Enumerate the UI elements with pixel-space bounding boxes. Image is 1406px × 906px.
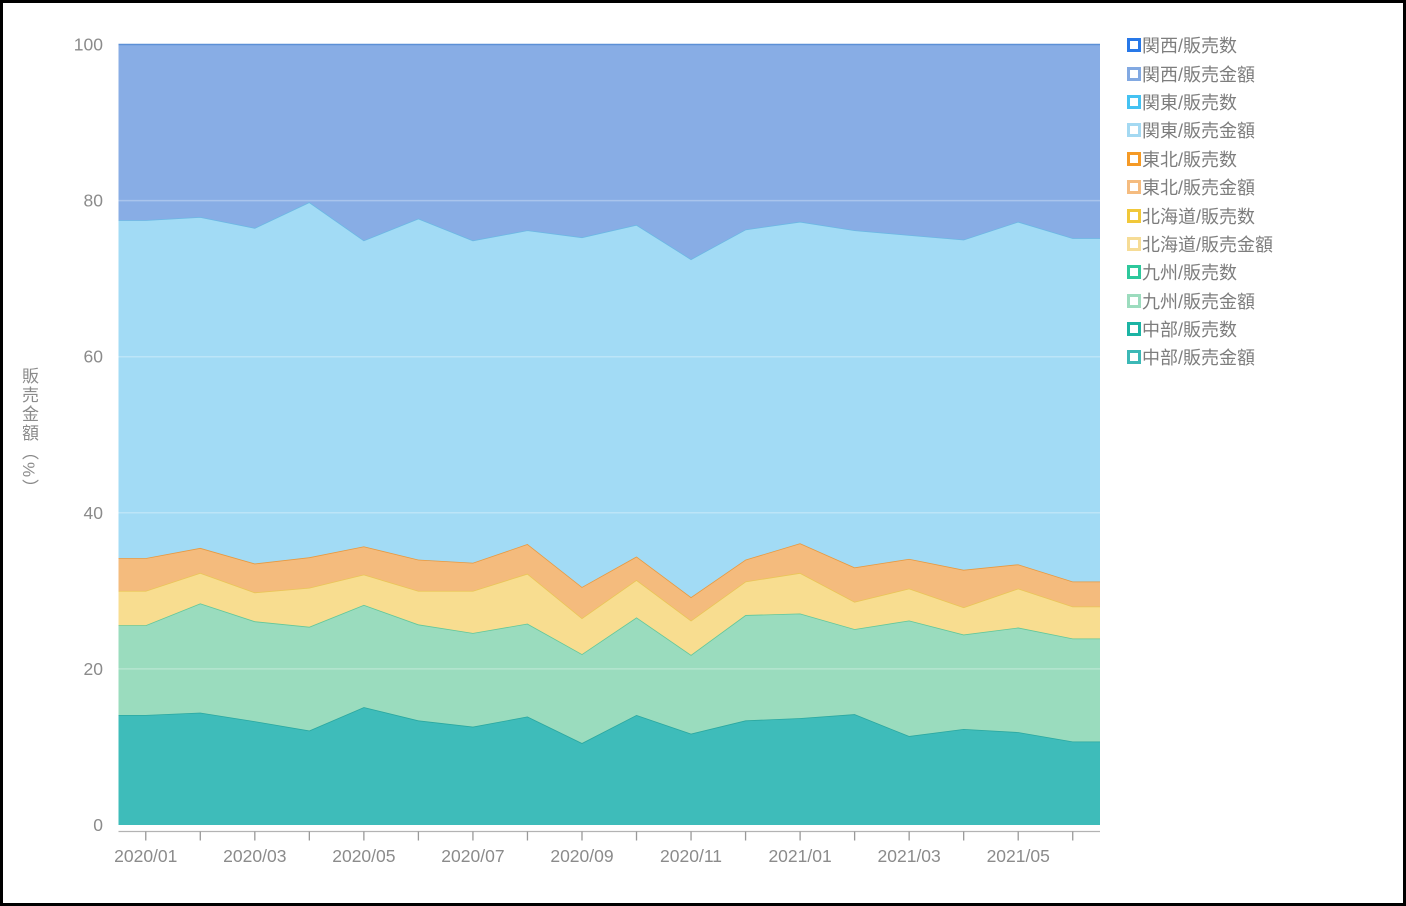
- x-tick-label: 2021/03: [878, 846, 941, 866]
- legend-label: 中部/販売金額: [1142, 348, 1256, 369]
- x-tick-label: 2020/11: [660, 846, 722, 866]
- x-tick-label: 2020/09: [550, 846, 613, 866]
- legend-item-東北/販売数[interactable]: 東北/販売数: [1127, 145, 1273, 173]
- legend-item-中部/販売金額[interactable]: 中部/販売金額: [1127, 343, 1273, 371]
- area-中部/販売金額: [118, 707, 1100, 825]
- legend-item-関東/販売数[interactable]: 関東/販売数: [1127, 88, 1273, 116]
- x-tick-label: 2021/05: [987, 846, 1050, 866]
- area-九州/販売金額: [118, 603, 1100, 744]
- legend-label: 中部/販売数: [1142, 320, 1238, 341]
- area-東北/販売金額: [118, 543, 1100, 621]
- legend-label: 東北/販売数: [1142, 149, 1238, 170]
- x-tick-label: 2020/03: [223, 846, 286, 866]
- x-tick-label: 2021/01: [768, 846, 831, 866]
- x-tick-label: 2020/07: [441, 846, 504, 866]
- y-tick-label: 60: [84, 347, 104, 367]
- legend-label: 関西/販売数: [1142, 36, 1238, 57]
- legend-label: 北海道/販売数: [1142, 206, 1256, 227]
- y-tick-label: 100: [74, 35, 103, 55]
- legend-item-中部/販売数[interactable]: 中部/販売数: [1127, 315, 1273, 343]
- legend-swatch-icon: [1127, 94, 1141, 109]
- legend-label: 九州/販売数: [1142, 263, 1238, 284]
- legend-label: 九州/販売金額: [1142, 291, 1256, 312]
- legend-item-北海道/販売金額[interactable]: 北海道/販売金額: [1127, 230, 1273, 258]
- legend-item-関東/販売金額[interactable]: 関東/販売金額: [1127, 116, 1273, 144]
- legend-swatch-icon: [1127, 265, 1141, 280]
- legend-label: 関西/販売金額: [1142, 64, 1256, 85]
- y-tick-label: 80: [84, 191, 104, 211]
- legend-swatch-icon: [1127, 180, 1141, 195]
- y-axis-title: 販売金額（%）: [19, 367, 38, 499]
- legend-swatch-icon: [1127, 208, 1141, 223]
- legend-item-東北/販売金額[interactable]: 東北/販売金額: [1127, 173, 1273, 201]
- legend-item-九州/販売数[interactable]: 九州/販売数: [1127, 258, 1273, 286]
- area-関東/販売金額: [118, 202, 1100, 598]
- legend-swatch-icon: [1127, 66, 1141, 81]
- area-関西/販売金額: [118, 44, 1100, 260]
- y-tick-label: 40: [84, 503, 104, 523]
- legend-swatch-icon: [1127, 350, 1141, 365]
- legend-item-北海道/販売数[interactable]: 北海道/販売数: [1127, 201, 1273, 229]
- legend-swatch-icon: [1127, 322, 1141, 337]
- legend-item-九州/販売金額[interactable]: 九州/販売金額: [1127, 287, 1273, 315]
- legend-label: 関東/販売金額: [1142, 121, 1256, 142]
- x-tick-label: 2020/05: [332, 846, 395, 866]
- legend-swatch-icon: [1127, 38, 1141, 53]
- legend-item-関西/販売金額[interactable]: 関西/販売金額: [1127, 59, 1273, 87]
- legend: 関西/販売数 関西/販売金額 関東/販売数 関東/販売金額 東北/販売数 東北/販売金額北…: [1127, 31, 1273, 372]
- legend-swatch-icon: [1127, 293, 1141, 308]
- legend-swatch-icon: [1127, 151, 1141, 166]
- y-tick-label: 20: [84, 659, 104, 679]
- legend-swatch-icon: [1127, 236, 1141, 251]
- legend-label: 東北/販売金額: [1142, 178, 1256, 199]
- area-北海道/販売金額: [118, 572, 1100, 655]
- legend-label: 関東/販売数: [1142, 92, 1238, 113]
- y-tick-label: 0: [93, 815, 103, 835]
- x-tick-label: 2020/01: [114, 846, 177, 866]
- legend-label: 北海道/販売金額: [1142, 234, 1274, 255]
- legend-item-関西/販売数[interactable]: 関西/販売数: [1127, 31, 1273, 59]
- legend-swatch-icon: [1127, 123, 1141, 138]
